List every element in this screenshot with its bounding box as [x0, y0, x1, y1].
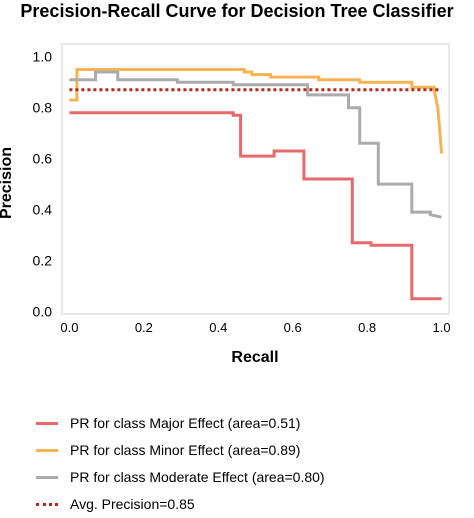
x-axis-ticks: 0.0 0.2 0.4 0.6 0.8 1.0: [60, 320, 450, 335]
legend-label-minor-effect: PR for class Minor Effect (area=0.89): [70, 442, 301, 458]
legend-item-major-effect: PR for class Major Effect (area=0.51): [36, 410, 456, 436]
x-tick-label: 0.2: [135, 320, 153, 335]
legend-label-avg-precision: Avg. Precision=0.85: [70, 496, 195, 512]
series-line-pr-for-class-major-effect: [69, 111, 442, 301]
x-tick-label: 1.0: [433, 320, 451, 335]
legend-swatch-avg-precision: [36, 502, 58, 506]
legend-swatch-minor-effect: [36, 448, 58, 452]
y-tick-label: 0.2: [33, 253, 53, 269]
series-line-pr-for-class-minor-effect: [69, 68, 444, 154]
x-tick-label: 0.8: [358, 320, 376, 335]
legend-label-moderate-effect: PR for class Moderate Effect (area=0.80): [70, 469, 325, 485]
chart-legend: PR for class Major Effect (area=0.51) PR…: [36, 410, 456, 518]
plot-area-frame: [61, 43, 450, 315]
x-tick-label: 0.6: [284, 320, 302, 335]
y-tick-label: 0.0: [33, 303, 53, 319]
y-tick-label: 0.6: [33, 151, 53, 167]
legend-label-major-effect: PR for class Major Effect (area=0.51): [70, 415, 301, 431]
series-lines: [69, 68, 444, 301]
series-line-pr-for-class-moderate-effect: [69, 70, 442, 219]
y-tick-label: 0.4: [33, 202, 53, 218]
legend-item-avg-precision: Avg. Precision=0.85: [36, 491, 456, 517]
chart-title: Precision-Recall Curve for Decision Tree…: [20, 1, 453, 21]
x-tick-label: 0.4: [209, 320, 227, 335]
x-tick-label: 0.0: [60, 320, 78, 335]
legend-swatch-major-effect: [36, 421, 58, 425]
y-axis-ticks: 0.0 0.2 0.4 0.6 0.8 1.0: [33, 49, 53, 320]
legend-swatch-moderate-effect: [36, 475, 58, 479]
y-tick-label: 0.8: [33, 100, 53, 116]
legend-item-minor-effect: PR for class Minor Effect (area=0.89): [36, 437, 456, 463]
y-axis-label: Precision: [0, 147, 15, 219]
x-axis-label: Recall: [231, 349, 278, 366]
legend-item-moderate-effect: PR for class Moderate Effect (area=0.80): [36, 464, 456, 490]
y-tick-label: 1.0: [33, 49, 53, 65]
